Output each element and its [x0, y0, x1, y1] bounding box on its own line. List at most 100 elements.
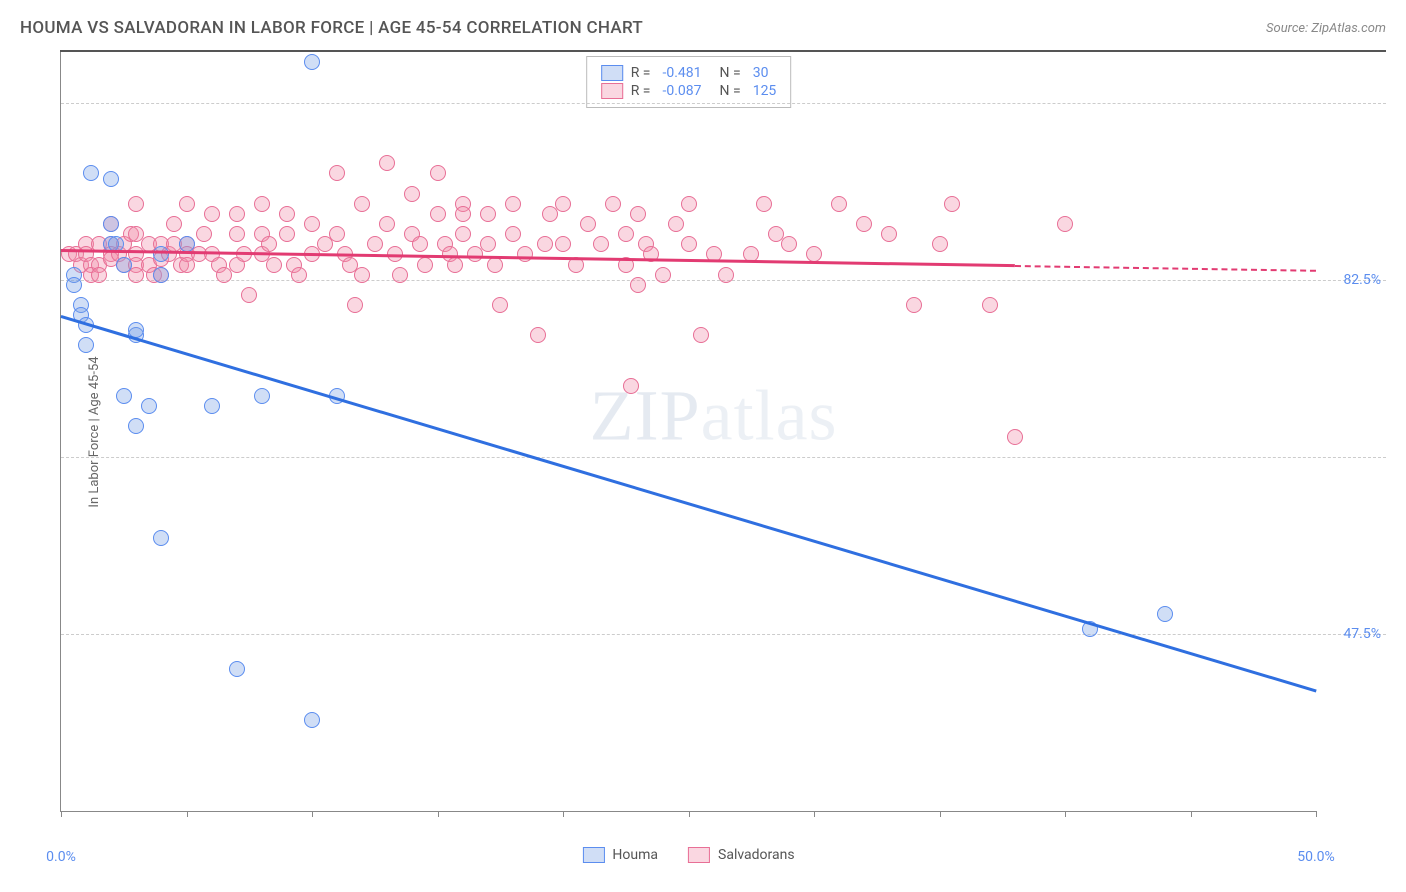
data-point-salvadorans	[304, 216, 320, 232]
houma-r-value: -0.481	[662, 65, 701, 81]
r-label: R =	[631, 83, 651, 99]
data-point-houma	[83, 165, 99, 181]
x-tick	[187, 811, 188, 817]
x-tick-label: 0.0%	[46, 849, 76, 865]
data-point-houma	[78, 337, 94, 353]
swatch-houma	[601, 65, 623, 81]
data-point-salvadorans	[447, 257, 463, 273]
data-point-salvadorans	[166, 216, 182, 232]
data-point-houma	[204, 398, 220, 414]
correlation-legend: R = -0.481 N = 30 R = -0.087 N = 125	[586, 56, 792, 108]
data-point-salvadorans	[204, 206, 220, 222]
data-point-houma	[103, 171, 119, 187]
data-point-salvadorans	[196, 226, 212, 242]
x-tick	[689, 811, 690, 817]
data-point-houma	[103, 216, 119, 232]
data-point-salvadorans	[1007, 429, 1023, 445]
data-point-salvadorans	[623, 378, 639, 394]
data-point-salvadorans	[906, 297, 922, 313]
data-point-houma	[229, 661, 245, 677]
data-point-salvadorans	[530, 327, 546, 343]
legend-item-salvadorans: Salvadorans	[688, 847, 795, 863]
data-point-salvadorans	[430, 206, 446, 222]
x-tick-label: 50.0%	[1297, 849, 1335, 865]
watermark-thin: atlas	[701, 376, 838, 456]
data-point-houma	[179, 236, 195, 252]
x-tick	[563, 811, 564, 817]
data-point-salvadorans	[718, 267, 734, 283]
x-tick	[1316, 811, 1317, 817]
data-point-salvadorans	[455, 206, 471, 222]
data-point-salvadorans	[487, 257, 503, 273]
data-point-salvadorans	[856, 216, 872, 232]
gridline	[61, 103, 1386, 104]
data-point-salvadorans	[982, 297, 998, 313]
legend-label-houma: Houma	[612, 847, 658, 863]
data-point-salvadorans	[580, 216, 596, 232]
data-point-salvadorans	[932, 236, 948, 252]
chart-title: HOUMA VS SALVADORAN IN LABOR FORCE | AGE…	[20, 18, 643, 38]
data-point-salvadorans	[756, 196, 772, 212]
x-tick	[438, 811, 439, 817]
trend-line	[61, 315, 1317, 692]
data-point-salvadorans	[555, 196, 571, 212]
data-point-salvadorans	[229, 206, 245, 222]
trend-line	[1015, 265, 1316, 272]
data-point-salvadorans	[128, 196, 144, 212]
data-point-salvadorans	[354, 196, 370, 212]
data-point-houma	[254, 388, 270, 404]
data-point-salvadorans	[668, 216, 684, 232]
data-point-salvadorans	[605, 196, 621, 212]
data-point-houma	[153, 267, 169, 283]
data-point-salvadorans	[517, 246, 533, 262]
y-tick-label: 82.5%	[1321, 272, 1381, 288]
data-point-salvadorans	[417, 257, 433, 273]
x-tick	[814, 811, 815, 817]
x-tick	[312, 811, 313, 817]
data-point-salvadorans	[681, 196, 697, 212]
data-point-salvadorans	[179, 196, 195, 212]
data-point-salvadorans	[430, 165, 446, 181]
data-point-salvadorans	[279, 226, 295, 242]
data-point-houma	[1157, 606, 1173, 622]
data-point-houma	[153, 246, 169, 262]
legend-label-salvadorans: Salvadorans	[718, 847, 795, 863]
data-point-houma	[116, 388, 132, 404]
data-point-salvadorans	[347, 297, 363, 313]
data-point-salvadorans	[329, 165, 345, 181]
legend-row-salvadorans: R = -0.087 N = 125	[601, 83, 777, 99]
data-point-houma	[141, 398, 157, 414]
data-point-salvadorans	[329, 226, 345, 242]
x-tick	[1191, 811, 1192, 817]
data-point-salvadorans	[618, 226, 634, 242]
x-tick	[1065, 811, 1066, 817]
data-point-salvadorans	[254, 196, 270, 212]
n-label: N =	[720, 65, 741, 81]
plot-area: In Labor Force | Age 45-54 ZIPatlas R = …	[60, 52, 1316, 812]
source-attribution: Source: ZipAtlas.com	[1266, 21, 1386, 36]
y-axis-label: In Labor Force | Age 45-54	[87, 356, 102, 507]
data-point-salvadorans	[279, 206, 295, 222]
data-point-salvadorans	[630, 277, 646, 293]
salvadorans-n-value: 125	[753, 83, 777, 99]
y-tick-label: 47.5%	[1321, 626, 1381, 642]
data-point-houma	[153, 530, 169, 546]
gridline	[61, 634, 1386, 635]
r-label: R =	[631, 65, 651, 81]
legend-row-houma: R = -0.481 N = 30	[601, 65, 777, 81]
data-point-salvadorans	[505, 196, 521, 212]
series-legend: Houma Salvadorans	[582, 847, 794, 863]
x-tick	[940, 811, 941, 817]
data-point-salvadorans	[291, 267, 307, 283]
data-point-salvadorans	[229, 226, 245, 242]
data-point-salvadorans	[630, 206, 646, 222]
data-point-salvadorans	[266, 257, 282, 273]
data-point-salvadorans	[655, 267, 671, 283]
data-point-houma	[116, 257, 132, 273]
houma-n-value: 30	[753, 65, 769, 81]
data-point-houma	[304, 54, 320, 70]
data-point-salvadorans	[392, 267, 408, 283]
data-point-salvadorans	[492, 297, 508, 313]
data-point-houma	[66, 277, 82, 293]
data-point-salvadorans	[354, 267, 370, 283]
